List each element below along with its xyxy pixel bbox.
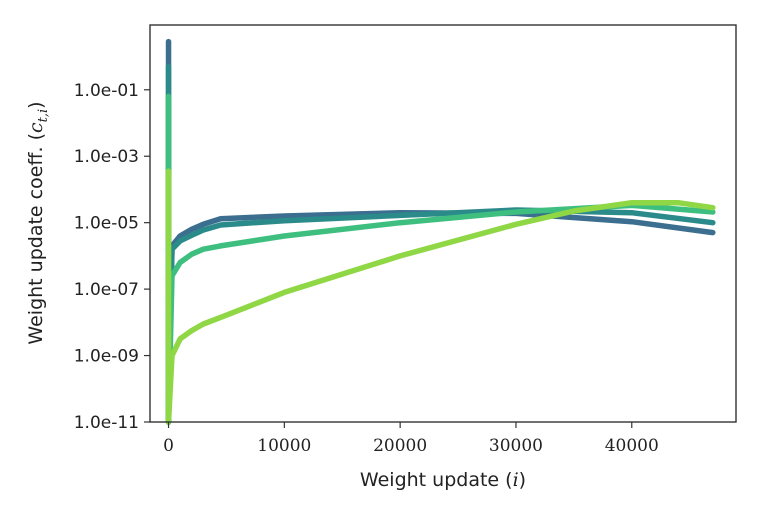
series-4-line [165, 199, 716, 425]
series-3-line [165, 202, 716, 425]
series-layer [165, 38, 716, 425]
y-tick-label: 1.0e-09 [74, 347, 139, 367]
x-tick-label: 10000 [257, 436, 311, 456]
y-tick-label: 1.0e-01 [74, 81, 139, 101]
x-axis-label-var: i [513, 469, 519, 491]
x-tick-label: 0 [163, 436, 174, 456]
x-axis-label-text: Weight update ( [360, 469, 513, 491]
y-axis-label-text: Weight update coeff. ( [25, 133, 47, 345]
y-tick-label: 1.0e-05 [74, 214, 139, 234]
y-tick-label: 1.0e-07 [74, 280, 139, 300]
x-tick-label: 40000 [605, 436, 659, 456]
y-axis-label-var: c [25, 122, 47, 133]
y-tick-label: 1.0e-11 [74, 413, 139, 433]
series-4 [165, 168, 716, 425]
x-axis-label-close: ) [519, 469, 526, 491]
y-axis-label-close: ) [25, 101, 47, 108]
x-axis-label: Weight update (i) [360, 469, 526, 491]
x-axis: 0 10000 20000 30000 40000 [163, 422, 659, 456]
y-axis-label-sub: t,i [36, 109, 51, 123]
x-tick-label: 20000 [373, 436, 427, 456]
y-axis: 1.0e-01 1.0e-03 1.0e-05 1.0e-07 1.0e-09 1.0e-… [74, 81, 150, 433]
y-axis-label: Weight update coeff. (ct,i) [25, 101, 51, 344]
y-tick-label: 1.0e-03 [74, 147, 139, 167]
plot-frame [149, 24, 737, 423]
x-tick-label: 30000 [489, 436, 543, 456]
